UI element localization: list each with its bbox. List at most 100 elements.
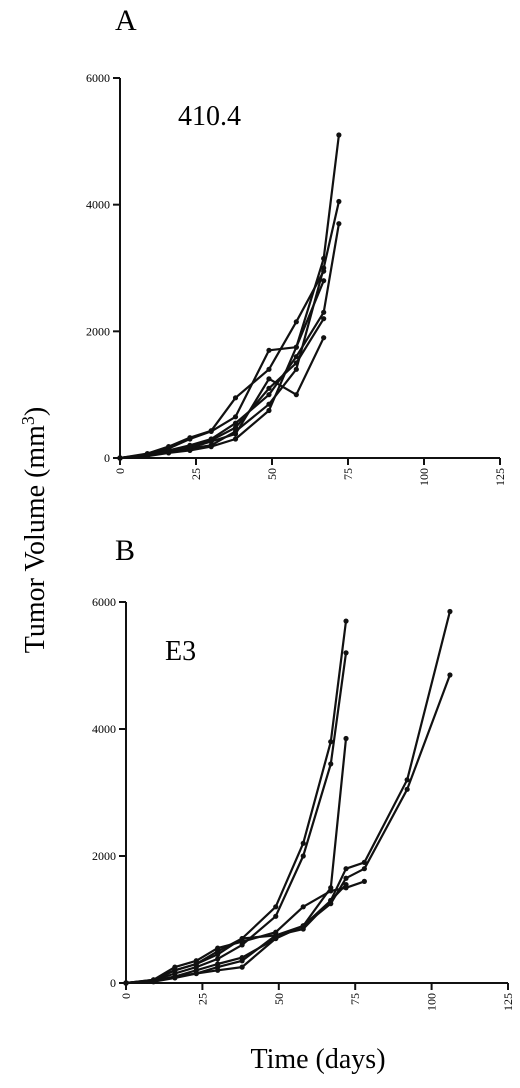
panel-b-letter: B	[115, 534, 135, 567]
series-line-1	[125, 620, 348, 985]
data-point	[447, 672, 453, 678]
data-point	[321, 335, 327, 341]
data-point	[343, 866, 349, 872]
data-point	[193, 958, 199, 964]
x-tick-label: 25	[195, 993, 209, 1005]
series-line-3	[125, 738, 348, 985]
data-point	[343, 735, 349, 742]
data-point	[117, 455, 123, 461]
data-point	[321, 309, 327, 315]
data-point	[273, 929, 279, 935]
data-point	[208, 428, 214, 434]
data-point	[300, 853, 306, 859]
data-point	[232, 436, 239, 442]
data-point	[232, 414, 239, 420]
y-axis-title-main: Tumor Volume (mm	[20, 425, 51, 653]
y-tick-label: 0	[104, 451, 110, 465]
data-point	[328, 888, 334, 894]
data-point	[215, 961, 221, 967]
data-point	[404, 777, 410, 783]
series-line-5	[125, 674, 451, 985]
data-point	[232, 431, 239, 437]
data-point	[239, 955, 245, 961]
data-point	[293, 392, 299, 398]
y-axis-title-tail: )	[20, 407, 51, 416]
data-point	[266, 407, 272, 414]
data-point	[293, 354, 299, 360]
series-line-2	[125, 652, 348, 985]
y-axis-title-superscript: 3	[18, 416, 38, 425]
y-tick-label: 2000	[92, 849, 116, 863]
data-point	[166, 448, 172, 454]
data-point	[336, 198, 342, 205]
data-point	[328, 761, 334, 767]
data-point	[166, 444, 172, 450]
panel-a-letter: A	[115, 4, 137, 37]
data-point	[187, 444, 193, 450]
y-tick-label: 2000	[86, 324, 110, 338]
x-tick-label: 50	[265, 468, 279, 480]
data-point	[293, 366, 299, 372]
data-point	[321, 255, 327, 262]
data-point	[266, 392, 272, 398]
x-axis-title: Time (days)	[250, 1044, 385, 1075]
x-tick-label: 100	[417, 468, 431, 486]
data-point	[266, 347, 272, 353]
y-tick-label: 6000	[92, 595, 116, 609]
panel-b-label: E3	[165, 636, 196, 667]
y-tick-label: 6000	[86, 71, 110, 85]
y-tick-label: 0	[110, 976, 116, 990]
data-point	[361, 859, 367, 865]
data-point	[172, 975, 178, 981]
x-tick-label: 125	[493, 468, 507, 486]
data-point	[215, 967, 221, 973]
data-point	[187, 435, 193, 441]
series-line-6	[125, 880, 365, 985]
data-point	[343, 650, 349, 656]
data-point	[215, 956, 221, 962]
data-point	[336, 221, 342, 227]
x-tick-label: 125	[501, 993, 515, 1011]
data-point	[150, 979, 157, 985]
data-point	[343, 881, 349, 888]
data-point	[293, 319, 299, 325]
panel-a: A 410.4 0 2000 4000 6000 0 25 50 75 100 125	[86, 4, 507, 486]
x-tick-label: 100	[425, 993, 439, 1011]
panel-b: B E3 0 2000 4000 6000 0 25 50 75 100 125	[92, 534, 515, 1011]
data-point	[215, 945, 221, 951]
data-point	[273, 913, 279, 919]
data-point	[300, 840, 306, 846]
panel-a-axes: 0 2000 4000 6000 0 25 50 75 100 125	[86, 71, 507, 486]
x-tick-label: 50	[272, 993, 286, 1005]
panel-b-axes: 0 2000 4000 6000 0 25 50 75 100 125	[92, 595, 515, 1011]
data-point	[273, 904, 279, 910]
series-line-3	[119, 134, 340, 460]
data-point	[321, 278, 327, 284]
data-point	[266, 376, 272, 382]
data-point	[300, 904, 306, 910]
data-point	[239, 964, 245, 970]
y-tick-label: 4000	[92, 722, 116, 736]
x-tick-label: 75	[341, 468, 355, 480]
y-tick-label: 4000	[86, 198, 110, 212]
data-point	[300, 923, 306, 929]
data-point	[232, 395, 239, 401]
data-point	[239, 939, 245, 945]
data-point	[343, 618, 349, 624]
data-point	[447, 608, 453, 615]
panel-a-plot-area	[117, 132, 342, 461]
x-tick-label: 0	[113, 468, 127, 474]
data-point	[144, 452, 150, 458]
data-point	[208, 437, 214, 443]
series-line-1	[119, 223, 340, 460]
data-point	[404, 786, 410, 792]
x-tick-label: 0	[119, 993, 133, 999]
data-point	[321, 268, 327, 274]
data-point	[343, 875, 349, 881]
data-point	[266, 385, 272, 391]
data-point	[321, 316, 327, 322]
series-line-4	[125, 611, 451, 985]
data-point	[293, 360, 299, 366]
data-point	[328, 897, 334, 904]
